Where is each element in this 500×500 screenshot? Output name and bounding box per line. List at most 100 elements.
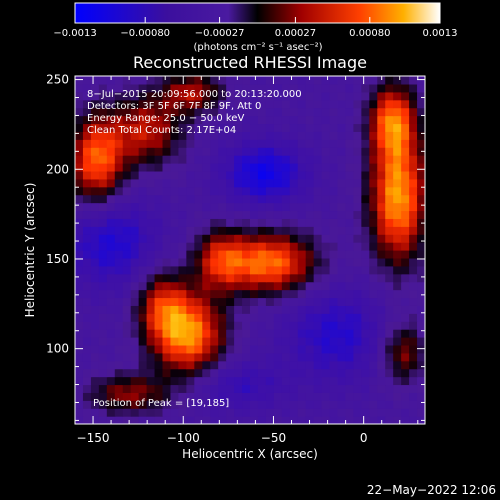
heatmap-cell: [329, 265, 339, 275]
heatmap-cell: [98, 329, 108, 338]
heatmap-cell: [194, 186, 203, 196]
heatmap-cell: [265, 368, 275, 378]
heatmap-cell: [194, 400, 203, 409]
heatmap-cell: [313, 344, 323, 354]
heatmap-cell: [130, 178, 140, 188]
heatmap-cell: [218, 234, 227, 243]
heatmap-cell: [273, 123, 283, 132]
heatmap-cell: [186, 250, 195, 259]
heatmap-cell: [281, 155, 291, 164]
heatmap-cell: [234, 115, 243, 125]
heatmap-cell: [393, 107, 402, 117]
heatmap-cell: [369, 234, 378, 243]
heatmap-cell: [114, 170, 124, 180]
heatmap-cell: [265, 123, 275, 132]
heatmap-cell: [265, 186, 275, 196]
colorbar: −0.0013 −0.00080 −0.00027 0.00027 0.00080 0.0…: [53, 2, 458, 53]
heatmap-cell: [289, 91, 299, 101]
heatmap-cell: [130, 194, 140, 204]
heatmap-cell: [401, 226, 410, 235]
heatmap-cell: [321, 313, 331, 322]
heatmap-cell: [146, 242, 156, 251]
heatmap-cell: [154, 360, 164, 370]
heatmap-cell: [369, 242, 378, 251]
heatmap-cell: [313, 368, 323, 378]
heatmap-cell: [281, 368, 291, 378]
heatmap-cell: [202, 344, 211, 354]
heatmap-cell: [122, 368, 132, 378]
heatmap-cell: [98, 289, 108, 299]
heatmap-cell: [218, 186, 227, 196]
heatmap-cell: [305, 344, 315, 354]
heatmap-cell: [417, 139, 425, 148]
heatmap-cell: [170, 115, 179, 125]
heatmap-cell: [417, 202, 425, 212]
heatmap-cell: [202, 163, 211, 172]
heatmap-cell: [369, 408, 378, 417]
heatmap-cell: [194, 115, 203, 125]
heatmap-cell: [369, 329, 378, 338]
heatmap-cell: [146, 99, 156, 109]
heatmap-cell: [361, 313, 370, 322]
heatmap-cell: [154, 76, 164, 85]
heatmap-cell: [297, 384, 307, 393]
heatmap-cell: [154, 250, 164, 259]
heatmap-cell: [297, 226, 307, 235]
heatmap-cell: [114, 147, 124, 156]
heatmap-cell: [345, 115, 354, 125]
heatmap-cell: [162, 163, 172, 172]
heatmap-cell: [401, 297, 410, 306]
heatmap-cell: [210, 91, 219, 101]
heatmap-cell: [210, 83, 219, 93]
heatmap-cell: [106, 337, 116, 346]
heatmap-cell: [130, 242, 140, 251]
heatmap-cell: [154, 234, 164, 243]
heatmap-cell: [345, 91, 354, 101]
heatmap-cell: [210, 155, 219, 164]
heatmap-cell: [353, 131, 362, 140]
heatmap-cell: [250, 273, 259, 283]
heatmap-cell: [210, 352, 219, 362]
heatmap-cell: [329, 226, 339, 235]
heatmap-cell: [353, 218, 362, 227]
heatmap-cell: [329, 321, 339, 330]
heatmap-cell: [265, 242, 275, 251]
heatmap-cell: [385, 400, 394, 409]
heatmap-cell: [369, 313, 378, 322]
heatmap-cell: [257, 186, 267, 196]
heatmap-cell: [114, 155, 124, 164]
heatmap-cell: [138, 297, 148, 306]
heatmap-cell: [321, 344, 331, 354]
heatmap-cell: [289, 408, 299, 417]
heatmap-cell: [401, 313, 410, 322]
heatmap-cell: [321, 265, 331, 275]
heatmap-cell: [98, 202, 108, 212]
heatmap-cell: [170, 289, 179, 299]
heatmap-cell: [170, 226, 179, 235]
heatmap-cell: [218, 218, 227, 227]
heatmap-cell: [162, 376, 172, 386]
heatmap-cell: [75, 83, 84, 93]
heatmap-cell: [345, 178, 354, 188]
heatmap-cell: [242, 186, 251, 196]
heatmap-cell: [250, 178, 259, 188]
heatmap-cell: [377, 384, 386, 393]
heatmap-cell: [377, 178, 386, 188]
heatmap-cell: [82, 368, 92, 378]
heatmap-cell: [313, 321, 323, 330]
heatmap-cell: [138, 123, 148, 132]
heatmap-cell: [345, 337, 354, 346]
heatmap-cell: [313, 210, 323, 219]
heatmap-cell: [154, 83, 164, 93]
heatmap-cell: [82, 329, 92, 338]
heatmap-cell: [98, 155, 108, 164]
heatmap-cell: [106, 170, 116, 180]
heatmap-cell: [345, 210, 354, 219]
heatmap-cell: [297, 305, 307, 314]
heatmap-cell: [98, 147, 108, 156]
heatmap-cell: [130, 273, 140, 283]
heatmap-cell: [242, 352, 251, 362]
heatmap-cell: [210, 289, 219, 299]
heatmap-cell: [385, 210, 394, 219]
heatmap-cell: [122, 360, 132, 370]
